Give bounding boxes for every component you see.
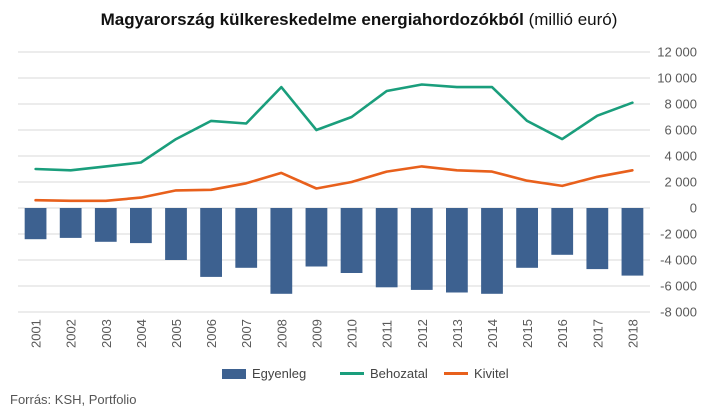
gridlines — [18, 51, 650, 313]
y-tick-label: 10 000 — [657, 71, 697, 86]
y-tick-label: 8 000 — [664, 97, 697, 112]
x-tick-label: 2014 — [485, 319, 500, 348]
bar-egyenleg — [59, 208, 82, 238]
x-tick-label: 2009 — [309, 319, 324, 348]
x-tick-label: 2011 — [380, 320, 395, 348]
chart-title-main: Magyarország külkereskedelme energiahord… — [100, 10, 524, 29]
bar-egyenleg — [200, 208, 222, 277]
source-note: Forrás: KSH, Portfolio — [10, 392, 137, 407]
x-tick-label: 2016 — [555, 319, 570, 348]
y-tick-label: -2 000 — [660, 227, 697, 242]
x-tick-label: 2003 — [99, 319, 114, 348]
bar-egyenleg — [551, 208, 574, 255]
x-tick-label: 2004 — [134, 319, 149, 348]
legend-label-kivitel: Kivitel — [474, 366, 509, 381]
bar-egyenleg — [621, 208, 644, 276]
y-tick-label: 0 — [690, 201, 697, 216]
lines — [34, 83, 634, 203]
bar-egyenleg — [375, 208, 398, 288]
legend-item-kivitel: Kivitel — [444, 366, 509, 381]
legend-swatch-egyenleg — [222, 368, 246, 379]
legend-label-behozatal: Behozatal — [370, 366, 428, 381]
bar-egyenleg — [235, 208, 258, 268]
y-tick-label: 4 000 — [664, 149, 697, 164]
bar-egyenleg — [410, 208, 433, 290]
bar-egyenleg — [340, 208, 363, 273]
legend-swatch-kivitel — [444, 372, 468, 375]
y-tick-label: 6 000 — [664, 123, 697, 138]
x-tick-label: 2007 — [239, 319, 254, 348]
bar-egyenleg — [270, 208, 293, 294]
bar-egyenleg — [165, 208, 187, 260]
bar-egyenleg — [94, 208, 117, 242]
bar-egyenleg — [446, 208, 468, 293]
bar-egyenleg — [516, 208, 538, 268]
x-tick-label: 2005 — [169, 319, 184, 348]
x-tick-label: 2006 — [204, 319, 219, 348]
x-tick-label: 2017 — [590, 319, 605, 348]
y-tick-label: -8 000 — [660, 305, 697, 320]
bars-egyenleg — [24, 208, 644, 294]
y-axis-ticks: 12 000 10 000 8 000 6 000 4 000 2 000 0 -2 000 -… — [657, 45, 697, 320]
x-tick-label: 2001 — [29, 319, 44, 348]
line-behozatal — [34, 83, 634, 172]
x-tick-label: 2002 — [64, 319, 79, 348]
bar-egyenleg — [586, 208, 609, 270]
legend-item-egyenleg: Egyenleg — [222, 366, 306, 381]
x-tick-label: 2008 — [274, 319, 289, 348]
x-tick-label: 2015 — [520, 319, 535, 348]
y-tick-label: -6 000 — [660, 279, 697, 294]
legend-item-behozatal: Behozatal — [340, 366, 428, 381]
legend-label-egyenleg: Egyenleg — [252, 366, 307, 381]
x-axis-ticks: 2001 2002 2003 2004 2005 2006 2007 2008 2009 2010… — [29, 319, 641, 348]
bar-egyenleg — [24, 208, 47, 240]
legend-swatch-behozatal — [340, 372, 364, 375]
bar-egyenleg — [481, 208, 503, 294]
x-tick-label: 2018 — [625, 319, 640, 348]
bar-egyenleg — [305, 208, 328, 267]
y-tick-label: -4 000 — [660, 253, 697, 268]
y-tick-label: 12 000 — [657, 45, 697, 60]
y-tick-label: 2 000 — [664, 175, 697, 190]
x-tick-label: 2013 — [450, 319, 465, 348]
chart-title-unit: (millió euró) — [528, 10, 618, 29]
bar-egyenleg — [130, 208, 152, 244]
line-kivitel — [34, 165, 634, 203]
chart-title: Magyarország külkereskedelme energiahord… — [0, 10, 718, 30]
x-tick-label: 2010 — [345, 319, 360, 348]
x-tick-label: 2012 — [415, 319, 430, 348]
